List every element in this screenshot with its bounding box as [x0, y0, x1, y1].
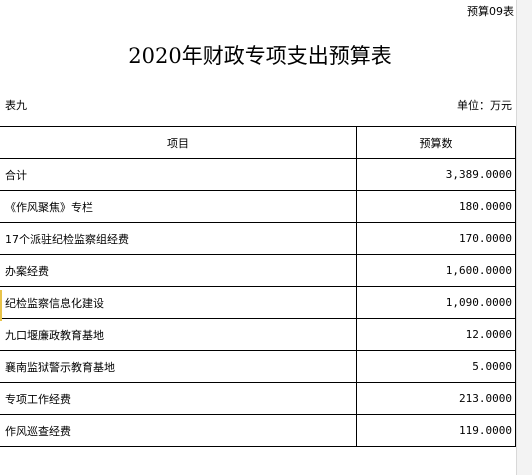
item-cell[interactable]: 纪检监察信息化建设: [0, 286, 357, 319]
selected-row-marker: [0, 290, 2, 321]
table-row: 办案经费 1,600.0000: [0, 254, 516, 287]
page-title: 2020年财政专项支出预算表: [128, 44, 392, 68]
table-number-label: 表九: [5, 99, 27, 112]
amount-cell[interactable]: 5.0000: [356, 350, 516, 383]
table-row: 《作风聚焦》专栏 180.0000: [0, 190, 516, 223]
table-row: 合计 3,389.0000: [0, 158, 516, 191]
unit-label: 单位：万元: [457, 99, 512, 112]
amount-cell[interactable]: 1,090.0000: [356, 286, 516, 319]
amount-cell[interactable]: 180.0000: [356, 190, 516, 223]
item-cell[interactable]: 专项工作经费: [0, 382, 357, 415]
budget-table: 项目 预算数 合计 3,389.0000 《作风聚焦》专栏 180.0000 1…: [0, 126, 516, 447]
table-row: 作风巡查经费 119.0000: [0, 414, 516, 447]
item-cell[interactable]: 办案经费: [0, 254, 357, 287]
column-header-item[interactable]: 项目: [0, 126, 357, 159]
table-row: 九口堰廉政教育基地 12.0000: [0, 318, 516, 351]
table-row: 17个派驻纪检监察组经费 170.0000: [0, 222, 516, 255]
amount-cell[interactable]: 1,600.0000: [356, 254, 516, 287]
item-cell[interactable]: 作风巡查经费: [0, 414, 357, 447]
item-cell[interactable]: 17个派驻纪检监察组经费: [0, 222, 357, 255]
amount-cell[interactable]: 3,389.0000: [356, 158, 516, 191]
sheet-right-margin: [516, 0, 532, 475]
table-row: 纪检监察信息化建设 1,090.0000: [0, 286, 516, 319]
amount-cell[interactable]: 213.0000: [356, 382, 516, 415]
item-cell[interactable]: 合计: [0, 158, 357, 191]
item-cell[interactable]: 襄南监狱警示教育基地: [0, 350, 357, 383]
table-code-label: 预算09表: [467, 5, 514, 18]
column-header-amount[interactable]: 预算数: [356, 126, 516, 159]
amount-cell[interactable]: 12.0000: [356, 318, 516, 351]
item-cell[interactable]: 《作风聚焦》专栏: [0, 190, 357, 223]
table-row: 专项工作经费 213.0000: [0, 382, 516, 415]
amount-cell[interactable]: 170.0000: [356, 222, 516, 255]
amount-cell[interactable]: 119.0000: [356, 414, 516, 447]
table-header-row: 项目 预算数: [0, 126, 516, 159]
table-row: 襄南监狱警示教育基地 5.0000: [0, 350, 516, 383]
item-cell[interactable]: 九口堰廉政教育基地: [0, 318, 357, 351]
